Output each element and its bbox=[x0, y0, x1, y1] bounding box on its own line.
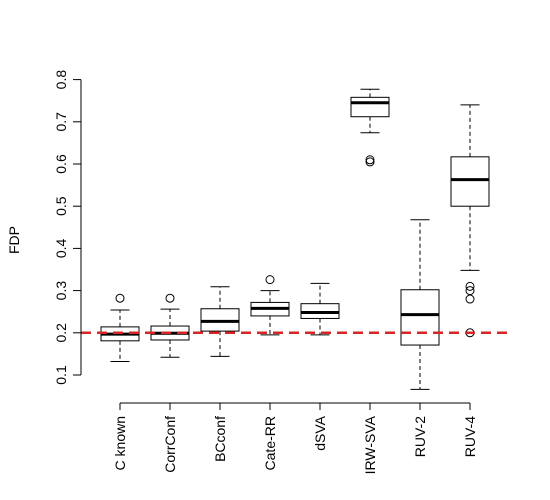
box-body bbox=[450, 156, 490, 207]
y-tick-label: 0.4 bbox=[53, 238, 69, 258]
y-tick-label: 0.7 bbox=[53, 112, 69, 132]
y-tick-label: 0.6 bbox=[53, 154, 69, 174]
y-axis-title: FDP bbox=[6, 226, 22, 254]
y-tick-label: 0.8 bbox=[53, 70, 69, 90]
x-tick-label: RUV-4 bbox=[462, 416, 478, 457]
box-1 bbox=[100, 293, 140, 362]
outlier-point bbox=[165, 293, 175, 303]
box-4 bbox=[250, 275, 290, 336]
outlier-point bbox=[115, 293, 125, 303]
box-body bbox=[400, 289, 440, 346]
box-8 bbox=[450, 104, 490, 338]
box-3 bbox=[200, 286, 240, 357]
x-tick-label: dSVA bbox=[312, 415, 328, 450]
y-tick-label: 0.2 bbox=[53, 323, 69, 343]
y-tick-label: 0.3 bbox=[53, 281, 69, 301]
x-tick-label: BCconf bbox=[212, 416, 228, 462]
x-tick-label: RUV-2 bbox=[412, 416, 428, 457]
boxes-layer bbox=[100, 88, 490, 390]
x-tick-label: CorrConf bbox=[162, 416, 178, 473]
x-tick-label: C known bbox=[112, 416, 128, 470]
x-axis: C known CorrConf BCconf Cate-RR dSVA IRW-SVA R… bbox=[112, 402, 478, 474]
y-tick-label: 0.5 bbox=[53, 196, 69, 216]
box-6 bbox=[350, 88, 390, 167]
y-tick-label: 0.1 bbox=[53, 365, 69, 385]
y-axis: 0.1 0.2 0.3 0.4 0.5 0.6 0.7 0.8 bbox=[53, 70, 82, 385]
box-body bbox=[350, 96, 390, 118]
outlier-point bbox=[365, 155, 375, 165]
box-7 bbox=[400, 219, 440, 390]
x-tick-label: IRW-SVA bbox=[362, 415, 378, 474]
outlier-point bbox=[265, 275, 275, 285]
box-2 bbox=[150, 293, 190, 358]
x-tick-label: Cate-RR bbox=[262, 416, 278, 470]
outlier-point bbox=[465, 294, 475, 304]
outlier-point bbox=[365, 157, 375, 167]
outlier-point bbox=[465, 281, 475, 291]
box-5 bbox=[300, 282, 340, 336]
